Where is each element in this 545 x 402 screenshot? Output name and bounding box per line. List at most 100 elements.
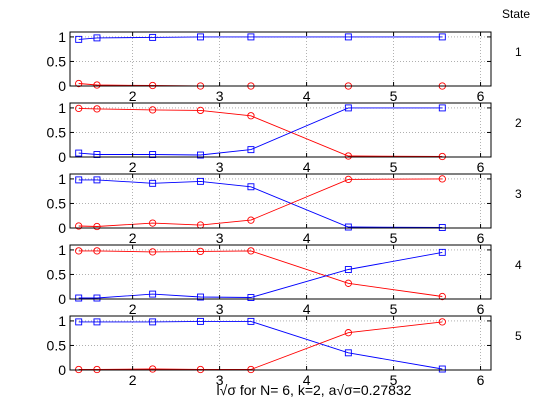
data-point-square xyxy=(247,294,255,301)
state-label: 3 xyxy=(515,187,522,201)
state-header: State xyxy=(502,7,530,21)
axes-box xyxy=(69,102,492,158)
data-point-circle xyxy=(438,175,446,183)
x-tick-label: 5 xyxy=(390,301,398,317)
data-point-square xyxy=(247,183,255,191)
data-point-square xyxy=(149,318,157,326)
x-tick-label: 4 xyxy=(303,230,311,246)
x-tick-label: 2 xyxy=(129,301,137,317)
data-point-square xyxy=(247,146,255,154)
panel-5: 2 3 4 5 6 0 0.5 1 5 xyxy=(47,313,522,388)
data-point-circle xyxy=(196,247,205,256)
data-point-square xyxy=(75,318,83,326)
data-point-circle xyxy=(148,219,157,227)
data-point-circle xyxy=(93,81,101,89)
panel-4: 2 3 4 5 6 0 0.5 1 4 xyxy=(47,242,522,317)
x-tick-label: 5 xyxy=(390,88,398,104)
x-tick-label: 3 xyxy=(216,159,224,175)
panel-2: 2 3 4 5 6 0 0.5 1 2 xyxy=(47,100,522,175)
x-tick-label: 5 xyxy=(390,230,398,246)
data-point-square xyxy=(344,266,352,273)
x-tick-label: 5 xyxy=(390,372,398,388)
data-point-square xyxy=(438,33,446,41)
data-point-square xyxy=(197,293,204,301)
data-point-square xyxy=(93,294,101,302)
data-point-circle xyxy=(148,365,157,373)
series-line xyxy=(78,179,443,228)
series-line xyxy=(78,251,443,299)
data-point-square xyxy=(438,365,446,373)
data-point-circle xyxy=(438,318,446,326)
data-point-square xyxy=(247,33,255,41)
data-point-circle xyxy=(344,152,352,160)
data-point-square xyxy=(93,34,101,42)
data-point-square xyxy=(344,33,352,41)
data-point-circle xyxy=(247,216,255,224)
y-tick-label: 0.5 xyxy=(47,53,67,69)
x-tick-label: 4 xyxy=(303,301,311,317)
data-point-square xyxy=(75,149,83,157)
data-point-square xyxy=(149,33,157,41)
x-axis-label: l√σ for N= 6, k=2, a√σ=0.27832 xyxy=(217,382,412,398)
state-label: 1 xyxy=(515,45,522,59)
data-point-circle xyxy=(93,222,101,231)
series-line xyxy=(78,178,443,227)
axes-box xyxy=(69,244,492,300)
panels: 2 3 4 5 6 0 0.5 1 1 2 3 4 5 6 0 0.5 1 2 2 3 4 5 6 0 0.5 1 3 2 3 4 5 6 0 0… xyxy=(47,29,522,388)
series-line xyxy=(78,107,443,156)
data-point-circle xyxy=(148,248,157,256)
data-point-square xyxy=(344,223,352,231)
y-tick-label: 1 xyxy=(58,313,66,329)
x-tick-label: 2 xyxy=(129,372,137,388)
data-point-square xyxy=(93,176,101,184)
panel-1: 2 3 4 5 6 0 0.5 1 1 xyxy=(47,29,522,104)
data-point-square xyxy=(197,177,204,185)
data-point-square xyxy=(247,317,255,325)
data-point-circle xyxy=(247,112,255,120)
data-point-square xyxy=(75,176,83,184)
series-line xyxy=(78,107,443,157)
data-point-circle xyxy=(75,104,83,113)
panel-3: 2 3 4 5 6 0 0.5 1 3 xyxy=(47,171,522,246)
x-tick-label: 6 xyxy=(477,372,485,388)
x-tick-label: 4 xyxy=(303,159,311,175)
data-point-circle xyxy=(75,247,83,255)
y-tick-label: 0.5 xyxy=(47,124,67,140)
y-tick-label: 0.5 xyxy=(47,266,67,282)
x-tick-label: 5 xyxy=(390,159,398,175)
data-point-circle xyxy=(344,279,352,287)
x-tick-label: 3 xyxy=(216,301,224,317)
data-point-square xyxy=(75,35,83,43)
x-tick-label: 3 xyxy=(216,230,224,246)
x-tick-label: 4 xyxy=(303,88,311,104)
axes-box xyxy=(69,315,492,371)
data-point-square xyxy=(149,151,157,158)
y-tick-label: 0 xyxy=(58,291,66,307)
x-tick-label: 4 xyxy=(303,372,311,388)
y-tick-label: 0 xyxy=(58,220,66,236)
x-tick-label: 6 xyxy=(477,159,485,175)
y-tick-label: 1 xyxy=(58,29,66,45)
data-point-square xyxy=(93,151,101,158)
x-tick-label: 6 xyxy=(477,88,485,104)
x-tick-label: 2 xyxy=(129,88,137,104)
y-tick-label: 1 xyxy=(58,171,66,187)
data-point-circle xyxy=(344,329,352,337)
axes-box xyxy=(69,173,492,229)
y-tick-label: 1 xyxy=(58,100,66,116)
data-point-square xyxy=(344,104,352,112)
data-point-square xyxy=(93,318,101,326)
x-tick-label: 6 xyxy=(477,301,485,317)
data-point-circle xyxy=(438,292,446,301)
state-label: 4 xyxy=(515,258,522,272)
data-point-square xyxy=(438,104,446,112)
series-line xyxy=(78,36,443,40)
data-point-circle xyxy=(344,175,352,184)
y-tick-label: 0.5 xyxy=(47,337,67,353)
data-point-circle xyxy=(196,106,205,115)
data-point-circle xyxy=(75,222,83,230)
y-tick-label: 0.5 xyxy=(47,195,67,211)
x-tick-label: 2 xyxy=(129,230,137,246)
data-point-circle xyxy=(148,106,157,114)
